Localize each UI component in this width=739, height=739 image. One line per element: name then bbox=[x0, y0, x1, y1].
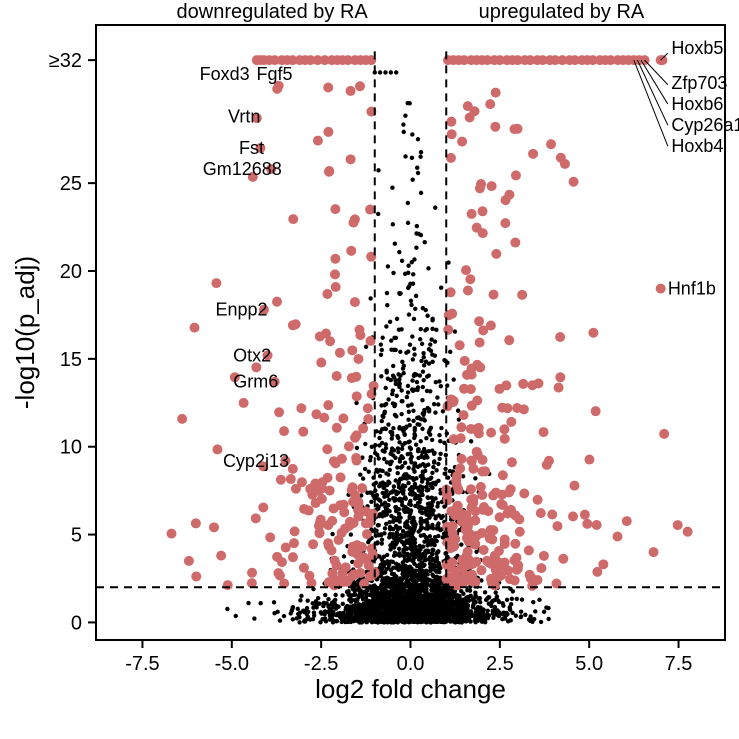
region-label-up: upregulated by RA bbox=[479, 1, 645, 23]
gene-label: Hnf1b bbox=[668, 279, 716, 299]
gene-label: Hoxb6 bbox=[671, 94, 723, 114]
y-tick-label-top: ≥32 bbox=[49, 50, 82, 72]
x-tick-label: -2.5 bbox=[304, 653, 338, 675]
x-tick-label: -5.0 bbox=[215, 653, 249, 675]
y-axis-label: -log10(p_adj) bbox=[10, 256, 40, 409]
gene-label: Fst bbox=[239, 138, 264, 158]
y-tick-label: 10 bbox=[60, 437, 82, 459]
gene-label: Cyp26a1 bbox=[671, 115, 739, 135]
gene-label: Fgf5 bbox=[257, 64, 293, 84]
x-tick-label: -7.5 bbox=[125, 653, 159, 675]
volcano-plot: -7.5 -5.0 -2.5 0.0 2.5 5.0 7.5 0 5 10 15 20 25 ≥32 log… bbox=[0, 0, 739, 739]
y-tick-label: 20 bbox=[60, 261, 82, 283]
region-label-down: downregulated by RA bbox=[177, 1, 369, 23]
gene-label: Vrtn bbox=[228, 106, 260, 126]
x-tick-label: 0.0 bbox=[397, 653, 425, 675]
x-tick-label: 5.0 bbox=[575, 653, 603, 675]
gene-label: Gm12688 bbox=[203, 159, 282, 179]
gene-label: Grm6 bbox=[233, 372, 278, 392]
gene-label: Hoxb5 bbox=[671, 38, 723, 58]
x-tick-label: 7.5 bbox=[665, 653, 693, 675]
chart-svg: -7.5 -5.0 -2.5 0.0 2.5 5.0 7.5 0 5 10 15 20 25 ≥32 log… bbox=[0, 0, 739, 739]
gene-label: Foxd3 bbox=[200, 64, 250, 84]
x-tick-label: 2.5 bbox=[486, 653, 514, 675]
gene-label: Enpp2 bbox=[215, 300, 267, 320]
y-tick-label: 5 bbox=[71, 525, 82, 547]
gene-label: Hoxb4 bbox=[671, 136, 723, 156]
y-tick-label: 0 bbox=[71, 612, 82, 634]
x-axis-label: log2 fold change bbox=[315, 674, 506, 704]
y-tick-label: 15 bbox=[60, 349, 82, 371]
y-tick-label: 25 bbox=[60, 173, 82, 195]
gene-label: Zfp703 bbox=[671, 73, 727, 93]
gene-label: Cyp2j13 bbox=[223, 451, 289, 471]
gene-label: Otx2 bbox=[233, 345, 271, 365]
